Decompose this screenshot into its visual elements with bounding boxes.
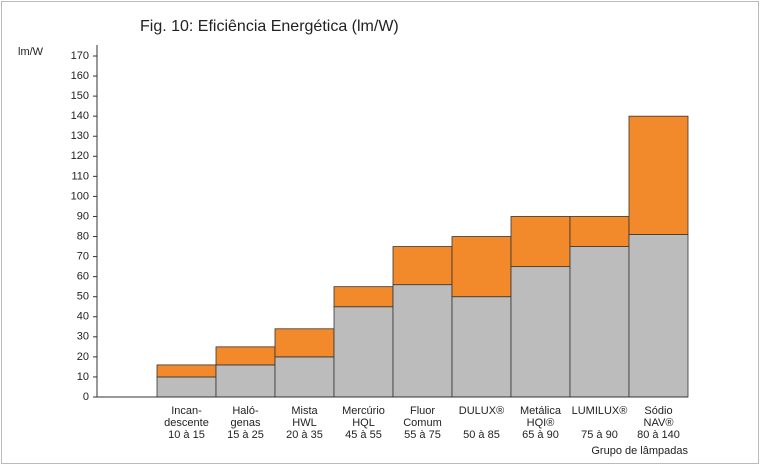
x-tick-label: Sódio — [644, 405, 672, 417]
y-tick-label: 100 — [71, 190, 89, 202]
y-tick-label: 80 — [77, 230, 89, 242]
x-tick-label: 45 à 55 — [345, 429, 382, 441]
x-tick-label: Incan- — [171, 405, 202, 417]
y-tick-label: 130 — [71, 130, 89, 142]
x-tick-label: genas — [231, 417, 261, 429]
bar-segment — [215, 364, 276, 398]
y-tick-label: 60 — [77, 271, 89, 283]
x-tick-label: 50 à 85 — [463, 429, 500, 441]
bar-segment — [628, 115, 689, 235]
bar-segment — [569, 246, 630, 398]
y-tick-label: 170 — [71, 50, 89, 62]
bar-segment — [451, 236, 512, 298]
x-tick-label: Haló- — [232, 405, 259, 417]
x-tick-label: Fluor — [410, 405, 435, 417]
y-tick-label: 30 — [77, 331, 89, 343]
y-tick-label: 150 — [71, 90, 89, 102]
y-tick-label: 70 — [77, 250, 89, 262]
bar-segment — [156, 376, 217, 398]
bar-segment — [451, 296, 512, 398]
x-tick-label: DULUX® — [459, 405, 504, 417]
y-tick-label: 120 — [71, 150, 89, 162]
bar-segment — [510, 266, 571, 398]
bar-segment — [628, 234, 689, 398]
y-tick-label: 160 — [71, 70, 89, 82]
bar-segment — [333, 306, 394, 398]
x-tick-label: Metálica — [520, 405, 562, 417]
x-tick-label: 65 à 90 — [522, 429, 559, 441]
x-tick-label: HWL — [292, 417, 316, 429]
y-tick-label: 10 — [77, 371, 89, 383]
bar-segment — [156, 364, 217, 378]
x-tick-label: NAV® — [644, 417, 674, 429]
y-tick-label: 20 — [77, 351, 89, 363]
x-tick-label: 15 à 25 — [227, 429, 264, 441]
bar-segment — [274, 356, 335, 398]
x-tick-label: 80 à 140 — [637, 429, 680, 441]
x-tick-label: Mercúrio — [342, 405, 385, 417]
x-tick-label: Comum — [403, 417, 442, 429]
y-axis-label: lm/W — [18, 46, 44, 58]
y-tick-label: 40 — [77, 311, 89, 323]
x-tick-label: descente — [164, 417, 209, 429]
x-tick-label: Mista — [291, 405, 318, 417]
x-tick-label: 10 à 15 — [168, 429, 205, 441]
x-axis-label: Grupo de lâmpadas — [591, 445, 688, 457]
y-tick-label: 140 — [71, 110, 89, 122]
bar-segment — [569, 216, 630, 247]
y-tick-label: 90 — [77, 210, 89, 222]
bar-segment — [215, 346, 276, 366]
y-tick-label: 110 — [71, 170, 89, 182]
x-tick-label: HQI® — [527, 417, 555, 429]
bar-segment — [510, 216, 571, 268]
x-tick-label: 55 à 75 — [404, 429, 441, 441]
y-tick-label: 50 — [77, 291, 89, 303]
bar-segment — [274, 328, 335, 358]
x-tick-label: HQL — [352, 417, 375, 429]
bar-segment — [392, 246, 453, 286]
x-tick-label: 75 à 90 — [581, 429, 618, 441]
y-tick-label: 0 — [83, 391, 89, 403]
x-tick-label: 20 à 35 — [286, 429, 323, 441]
x-tick-label: LUMILUX® — [572, 405, 628, 417]
chart-title: Fig. 10: Eficiência Energética (lm/W) — [140, 18, 399, 35]
bar-segment — [333, 286, 394, 308]
bar-segment — [392, 284, 453, 398]
